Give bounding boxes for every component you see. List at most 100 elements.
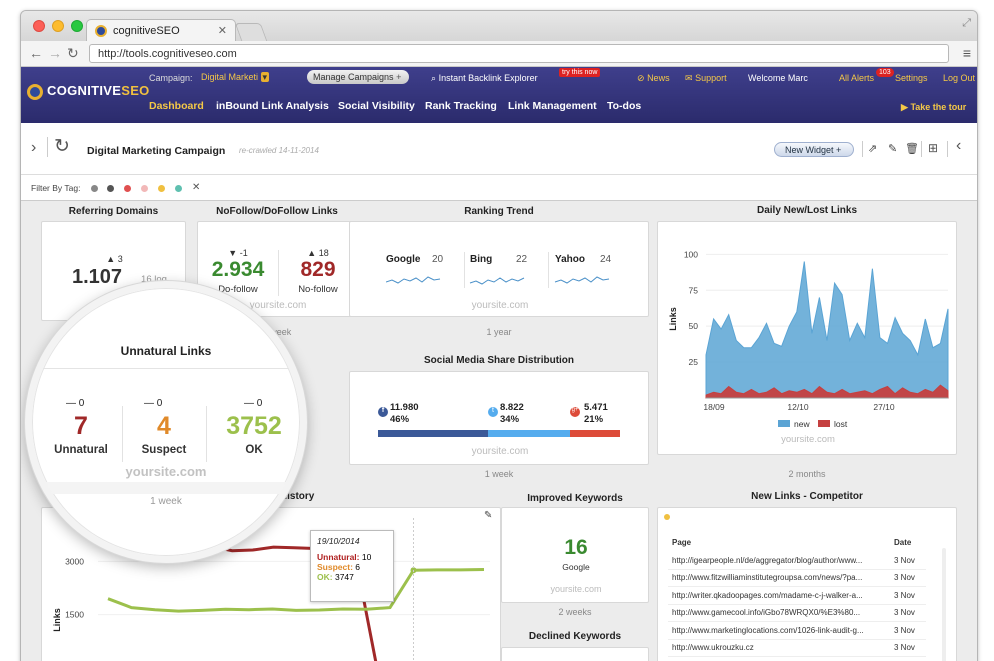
reload-icon[interactable]: ↻ [67,45,79,61]
site-favicon-icon [95,25,107,37]
tag-dot[interactable] [141,185,148,192]
tag-dot[interactable] [107,185,114,192]
link-page-cell[interactable]: http://www.marketinglocations.com/1026-l… [668,621,890,640]
manage-campaigns-label: Manage Campaigns [313,72,394,82]
engine-rank: 22 [516,254,528,265]
link-page-cell[interactable]: http://www.fitzwilliaminstitutegroupsa.c… [668,569,890,587]
all-alerts-link[interactable]: All Alerts [839,73,875,83]
table-scrollbar[interactable] [942,548,946,661]
table-row[interactable]: http://igearpeople.nl/de/aggregator/blog… [668,551,926,570]
nav-rank-tracking[interactable]: Rank Tracking [425,100,497,112]
divider [921,141,922,157]
widget-title-improved-keywords: Improved Keywords [527,493,623,504]
filter-by-tag-label: Filter By Tag: [31,183,81,193]
back-arrow-icon[interactable]: ← [29,45,43,61]
new-widget-button[interactable]: New Widget + [774,142,854,157]
dofollow-label: Do-follow [218,284,258,295]
browser-tab[interactable]: cognitiveSEO ✕ [86,19,236,41]
period-label: 1 year [486,327,512,337]
daily-new-lost-links-widget[interactable]: 25 50 75 100 Links 18/09 12/10 27/10 new lost your… [657,221,957,455]
support-link[interactable]: ✉ Support [685,73,727,84]
minimize-window-icon[interactable] [52,20,64,32]
instant-backlink-explorer-link[interactable]: ⌕ Instant Backlink Explorer [431,73,538,84]
manage-campaigns-button[interactable]: Manage Campaigns + [307,70,409,84]
tag-dot[interactable] [124,185,131,192]
table-row[interactable]: http://writer.qkadoopages.com/madame-c-j… [668,586,926,605]
tag-dot[interactable] [175,185,182,192]
declined-keywords-widget[interactable] [501,647,649,661]
tag-dot[interactable] [91,185,98,192]
social-share-widget[interactable]: f 11.980 46% t 8.822 34% g+ 5.471 21% yo… [349,371,649,465]
referring-domains-change: ▲ 3 [106,254,123,264]
news-link[interactable]: ⊘ News [637,73,670,84]
social-bar-segment [378,430,489,437]
suspect-count: 4 [157,412,171,440]
period-label: 2 weeks [558,607,592,617]
tooltip-date: 19/10/2014 [317,536,360,546]
settings-link[interactable]: Settings [895,73,928,83]
nofollow-dofollow-widget[interactable]: ▼ -1 2.934 Do-follow ▲ 18 829 No-follow … [197,221,357,317]
table-row[interactable]: http://www.ukrouzku.cz 3 Nov [668,639,926,657]
close-tab-icon[interactable]: ✕ [217,25,227,37]
link-page-cell[interactable]: http://www.ukrouzku.cz [668,639,890,657]
engine-rank: 24 [600,254,612,265]
plus-icon: + [836,145,842,155]
link-page-cell[interactable]: http://writer.qkadoopages.com/madame-c-j… [668,586,890,605]
edit-icon[interactable]: ✎ [888,143,898,155]
divider [464,252,465,288]
forward-arrow-icon[interactable]: → [48,45,62,61]
logout-link[interactable]: Log Out [943,73,976,83]
expand-sidebar-icon[interactable]: › [31,139,37,156]
tooltip-row-label: Unnatural: [317,552,360,562]
new-links-competitor-widget[interactable]: Page Date http://igearpeople.nl/de/aggre… [657,507,957,661]
link-page-cell[interactable]: http://www.gamecool.info/iGbo78WRQX0/%E3… [668,604,890,622]
widget-title-nofollow: NoFollow/DoFollow Links [216,206,338,217]
ranking-trend-widget[interactable]: Google 20 Bing 22 Yahoo 24 yoursite.com [349,221,649,317]
new-tab-button[interactable] [234,23,268,41]
legend-swatch [778,420,790,427]
app-logo[interactable]: COGNITIVESEO [27,83,150,100]
fullscreen-icon[interactable]: ⤢ [962,17,971,29]
nav-dashboard[interactable]: Dashboard [149,100,204,112]
grid-icon[interactable]: ⊞ [928,141,939,155]
tag-dot[interactable] [158,185,165,192]
engine-name: Yahoo [555,254,586,265]
refresh-icon[interactable]: ↻ [54,136,70,157]
table-row[interactable]: http://www.marketinglocations.com/1026-l… [668,621,926,640]
table-row[interactable]: http://www.gamecool.info/iGbo78WRQX0/%E3… [668,604,926,622]
legend-label: lost [834,419,848,429]
nav-todos[interactable]: To-dos [607,100,642,112]
period-label: 1 week [150,496,182,507]
unnatural-links-magnifier[interactable]: Unnatural Links — 0 7 Unnatural — 0 4 Su… [25,281,307,563]
nav-inbound-link-analysis[interactable]: inBound Link Analysis [216,100,329,112]
recrawled-date: re-crawled 14-11-2014 [239,146,319,155]
campaign-select[interactable]: Digital Marketi ▾ [201,72,270,83]
nav-social-visibility[interactable]: Social Visibility [338,100,415,112]
unnatural-count: 7 [74,412,88,440]
link-page-cell[interactable]: http://igearpeople.nl/de/aggregator/blog… [668,551,890,570]
logo-text-right: SEO [121,83,150,98]
sparkline-yahoo [554,276,610,284]
clear-filter-icon[interactable]: ✕ [192,182,201,193]
sparkline-bing [469,277,525,285]
explorer-label: Instant Backlink Explorer [438,73,538,83]
address-bar[interactable]: http://tools.cognitiveseo.com [89,44,949,63]
nav-link-management[interactable]: Link Management [508,100,597,112]
browser-toolbar: ← → ↻ http://tools.cognitiveseo.com ≡ [21,41,977,67]
share-icon[interactable]: ⇗ [868,143,878,155]
improved-keywords-engine: Google [562,562,590,572]
series-line-ok [107,568,485,613]
app-header: COGNITIVESEO Campaign: Digital Marketi ▾… [21,67,977,123]
maximize-window-icon[interactable] [71,20,83,32]
referring-domains-extra: 16 log [141,274,167,285]
edit-icon[interactable]: ✎ [484,510,493,521]
browser-menu-icon[interactable]: ≡ [962,45,971,61]
close-window-icon[interactable] [33,20,45,32]
widget-title-new-links-competitor: New Links - Competitor [751,491,863,502]
series-area-new [705,261,949,399]
table-row[interactable]: http://www.fitzwilliaminstitutegroupsa.c… [668,569,926,587]
improved-keywords-widget[interactable]: 16 Google yoursite.com [501,507,649,603]
collapse-panel-icon[interactable]: ‹ [956,137,962,154]
trash-icon[interactable]: 🗑 [905,143,919,155]
take-the-tour-link[interactable]: ▶ Take the tour [901,102,966,113]
